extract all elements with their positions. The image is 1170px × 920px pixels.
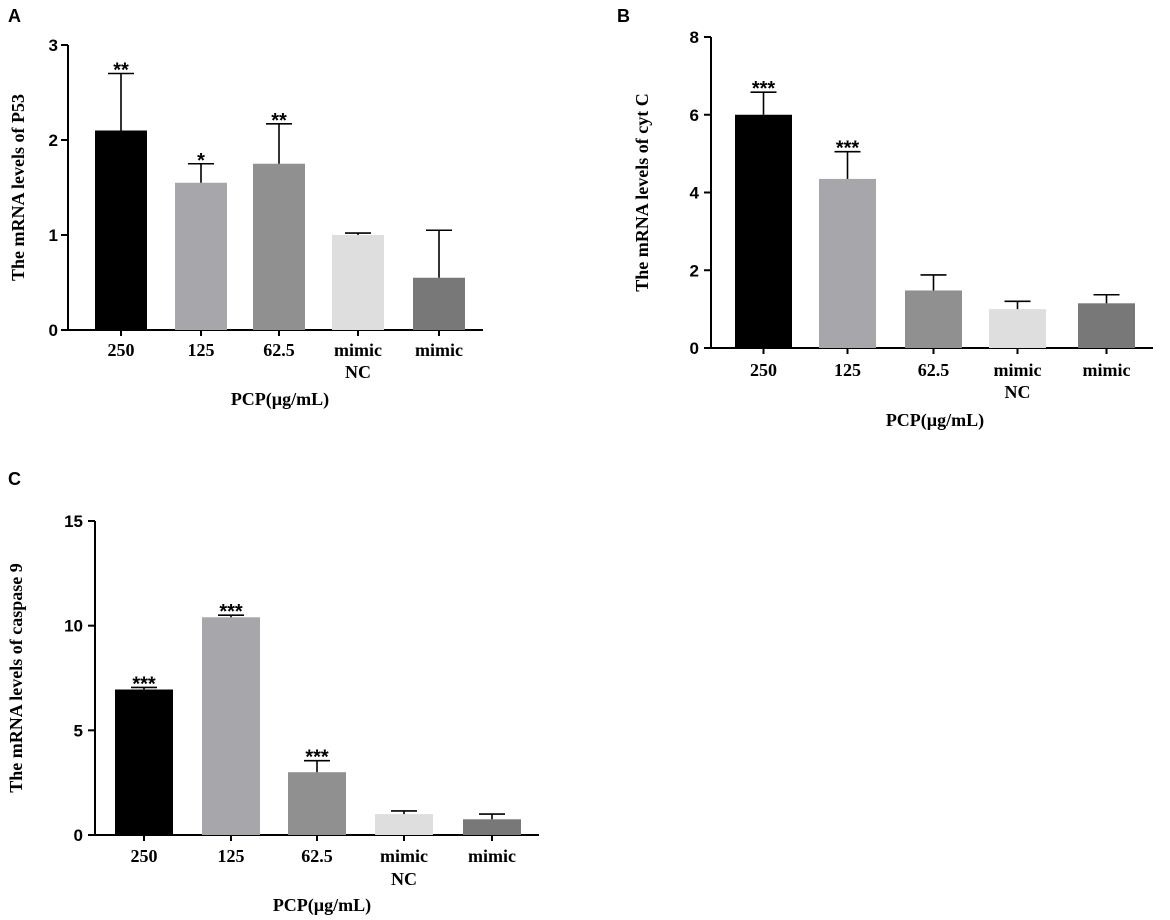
x-tick-label: mimic xyxy=(468,846,516,866)
x-tick-label: 250 xyxy=(131,846,158,866)
significance-label: ** xyxy=(271,110,287,132)
bar xyxy=(375,814,433,835)
bar xyxy=(735,114,792,348)
bar xyxy=(115,689,173,835)
bar xyxy=(905,290,962,348)
panel-letter: C xyxy=(8,469,21,489)
bar xyxy=(819,178,876,348)
bar xyxy=(288,772,346,835)
x-tick-label: NC xyxy=(391,869,417,889)
x-tick-label: NC xyxy=(1005,382,1031,402)
x-tick-label: 62.5 xyxy=(301,846,333,866)
x-tick-label: 62.5 xyxy=(918,360,950,380)
significance-label: ** xyxy=(113,60,129,82)
y-tick-label: 3 xyxy=(49,36,58,55)
y-tick-label: 5 xyxy=(74,721,83,740)
x-tick-label: mimic xyxy=(415,340,463,360)
y-tick-label: 4 xyxy=(690,184,700,203)
x-tick-label: mimic xyxy=(380,846,428,866)
x-tick-label: NC xyxy=(345,362,371,382)
y-tick-label: 6 xyxy=(690,106,699,125)
x-tick-label: 125 xyxy=(834,360,861,380)
y-axis-title: The mRNA levels of caspase 9 xyxy=(6,563,26,792)
significance-label: *** xyxy=(132,673,156,695)
x-tick-label: mimic xyxy=(994,360,1042,380)
x-axis-title: PCP(µg/mL) xyxy=(273,895,371,916)
y-tick-label: 15 xyxy=(64,512,83,531)
x-axis-title: PCP(µg/mL) xyxy=(886,410,984,431)
x-tick-label: 250 xyxy=(750,360,777,380)
bar xyxy=(413,277,465,330)
y-tick-label: 0 xyxy=(49,321,58,340)
bar xyxy=(332,235,384,330)
y-tick-label: 10 xyxy=(64,617,83,636)
x-tick-label: 125 xyxy=(218,846,245,866)
significance-label: *** xyxy=(305,747,329,769)
y-tick-label: 0 xyxy=(74,826,83,845)
significance-label: *** xyxy=(219,601,243,623)
chart-panel-c: C 0 5 10 15 *** 250 *** 125 *** 62.5 mimic NC mimic PC… xyxy=(6,469,539,916)
y-tick-label: 8 xyxy=(690,28,699,47)
y-tick-label: 0 xyxy=(690,339,699,358)
panel-letter: B xyxy=(617,6,630,26)
y-axis-title: The mRNA levels of cyt C xyxy=(632,93,652,291)
bar xyxy=(202,617,260,835)
y-axis-title: The mRNA levels of P53 xyxy=(8,94,28,281)
bar xyxy=(253,163,305,330)
bar xyxy=(175,182,227,330)
significance-label: * xyxy=(197,150,205,172)
y-tick-label: 2 xyxy=(49,131,58,150)
x-tick-label: mimic xyxy=(334,340,382,360)
bar xyxy=(463,819,521,835)
bar xyxy=(989,309,1046,348)
panel-letter: A xyxy=(8,6,21,26)
x-tick-label: 125 xyxy=(188,340,215,360)
y-tick-label: 2 xyxy=(690,261,699,280)
significance-label: *** xyxy=(752,78,776,100)
y-tick-label: 1 xyxy=(49,226,58,245)
x-tick-label: 62.5 xyxy=(263,340,295,360)
x-axis-title: PCP(µg/mL) xyxy=(231,389,329,410)
x-tick-label: 250 xyxy=(108,340,135,360)
bar xyxy=(1078,303,1135,348)
significance-label: *** xyxy=(836,138,860,160)
x-tick-label: mimic xyxy=(1083,360,1131,380)
bar xyxy=(95,130,147,330)
